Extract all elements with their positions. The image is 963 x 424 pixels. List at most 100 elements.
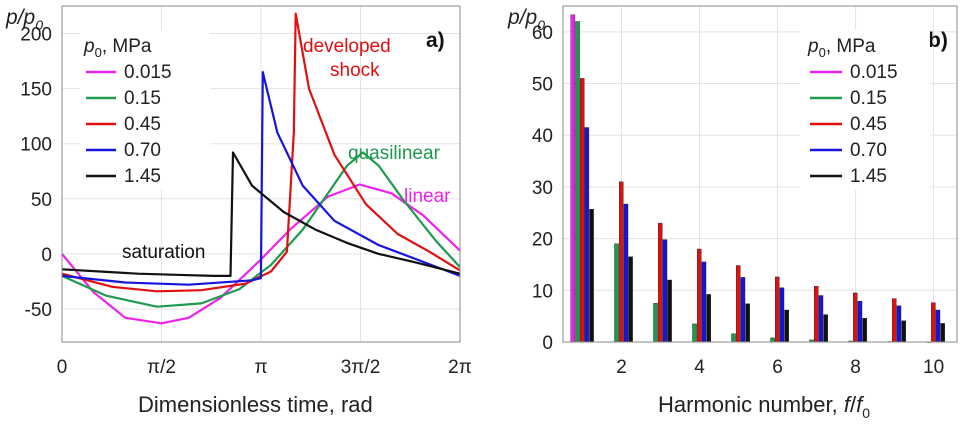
legend-label-0.70: 0.70 (850, 140, 887, 161)
legend-label-0.45: 0.45 (124, 114, 161, 135)
legend-label-0.45: 0.45 (850, 114, 887, 135)
panel-b-y-tick-label: 60 (532, 23, 553, 44)
panel-a-frame (61, 5, 461, 343)
bar-h5-p0.45 (736, 265, 741, 343)
panel-a-xlabel: Dimensionless time, rad (138, 392, 373, 417)
panel-a-y-tick-label: 50 (31, 190, 52, 211)
legend-label-0.015: 0.015 (850, 62, 898, 83)
panel-b-legend-items: 0.015 0.15 0.45 0.70 1.45 (810, 62, 898, 187)
panel-a-x-tick-label: π/2 (147, 357, 176, 378)
annotation-saturation: saturation (122, 242, 205, 263)
legend-label-0.15: 0.15 (850, 88, 887, 109)
bar-h8-p1.45 (862, 318, 867, 343)
bar-h3-p0.70 (662, 239, 668, 343)
bar-h6-p0.70 (779, 287, 785, 343)
annotation-shock: shock (330, 60, 380, 81)
panel-a-y-tick-label: 0 (41, 245, 52, 266)
annotation-quasilinear: quasilinear (348, 143, 441, 164)
series-line-0.15 (61, 151, 461, 308)
bar-h3-p1.45 (667, 279, 672, 343)
panel-b-y-tick-label: 0 (542, 333, 553, 354)
bar-h5-p1.45 (745, 303, 750, 343)
panel-b-y-tick-label: 10 (532, 281, 553, 302)
bar-h2-p0.70 (623, 203, 629, 343)
panel-b-x-tick-label: 2 (616, 357, 627, 378)
bar-h1-p0.70 (584, 127, 590, 343)
bar-h10-p0.70 (935, 309, 941, 343)
panel-b-frame (562, 5, 958, 343)
bar-h4-p0.15 (692, 323, 697, 343)
panel-b-bars (570, 14, 945, 343)
bar-h7-p0.45 (814, 286, 819, 343)
panel-a-x-tick-label: 3π/2 (341, 357, 381, 378)
panel-a-legend-title: p0, MPa (83, 36, 152, 60)
bar-h5-p0.70 (740, 277, 746, 343)
panel-a-x-ticks: 0 π/2 π 3π/2 2π (57, 357, 472, 378)
annotation-developed: developed (303, 36, 391, 57)
panel-b-x-tick-label: 8 (850, 357, 861, 378)
series-line-1.45 (61, 151, 461, 277)
bar-h4-p0.70 (701, 261, 707, 343)
bar-h3-p0.45 (658, 222, 663, 343)
annotation-linear: linear (404, 186, 451, 207)
panel-a-legend-bg (80, 30, 210, 190)
panel-a-label: a) (426, 29, 445, 52)
panel-b-legend-bg (800, 30, 930, 190)
bar-h1-p1.45 (589, 208, 594, 343)
panel-a-y-tick-label: -50 (25, 300, 52, 321)
panel-b-x-ticks: 2 4 6 8 10 (616, 357, 944, 378)
legend-label-1.45: 1.45 (124, 166, 161, 187)
panel-b-label: b) (928, 29, 948, 52)
bar-h4-p1.45 (706, 294, 711, 343)
bar-h6-p0.15 (770, 337, 775, 343)
bar-h5-p0.15 (731, 333, 736, 343)
legend-label-0.70: 0.70 (124, 140, 161, 161)
panel-a-y-tick-label: 200 (20, 25, 52, 46)
series-line-0.70 (61, 71, 461, 286)
bar-h10-p1.45 (940, 323, 945, 343)
panel-a-legend: p0, MPa 0.015 0.15 0.45 0.70 1.45 (80, 30, 210, 190)
panel-a-y-ticks: -50 0 50 100 150 200 (20, 25, 52, 321)
panel-a-x-tick-label: π (254, 357, 267, 378)
panel-b-y-tick-label: 40 (532, 126, 553, 147)
panel-a-x-tick-label: 2π (448, 357, 472, 378)
bar-h4-p0.45 (697, 248, 702, 343)
panel-a-series-lines (61, 12, 461, 325)
bar-h1-p0.45 (580, 78, 585, 343)
panel-b-x-tick-label: 4 (694, 357, 705, 378)
panel-b-x-tick-label: 6 (772, 357, 783, 378)
panel-b-y-tick-label: 20 (532, 230, 553, 251)
panel-b-x-tick-label: 10 (923, 357, 944, 378)
bar-h9-p0.70 (896, 305, 902, 343)
series-line-0.45 (61, 12, 461, 293)
bar-h10-p0.45 (931, 302, 936, 343)
bar-h8-p0.45 (853, 292, 858, 343)
bar-h2-p0.45 (619, 181, 624, 343)
bar-h9-p1.45 (901, 320, 906, 343)
panel-a-y-tick-label: 150 (20, 80, 52, 101)
bar-h1-p0.15 (575, 21, 580, 343)
legend-label-0.015: 0.015 (124, 62, 172, 83)
panel-b-y-tick-label: 30 (532, 178, 553, 199)
bar-h6-p0.45 (775, 276, 780, 343)
bar-h9-p0.45 (892, 298, 897, 343)
panel-b-legend: p0, MPa 0.015 0.15 0.45 0.70 1.45 (800, 30, 930, 190)
bar-h1-p0.015 (570, 14, 576, 343)
panel-a-y-tick-label: 100 (20, 135, 52, 156)
panel-b-y-tick-label: 50 (532, 75, 553, 96)
legend-label-0.15: 0.15 (124, 88, 161, 109)
bar-h2-p1.45 (628, 256, 633, 343)
bar-h6-p1.45 (784, 309, 789, 343)
bar-h2-p0.15 (614, 243, 619, 343)
bar-h8-p0.70 (857, 301, 863, 343)
panel-b-legend-title: p0, MPa (807, 36, 876, 60)
bar-h7-p0.70 (818, 295, 824, 343)
panel-a-x-tick-label: 0 (57, 357, 68, 378)
panel-b-y-ticks: 0 10 20 30 40 50 60 (532, 23, 553, 354)
panel-b-xlabel: Harmonic number, f/f0 (658, 392, 870, 421)
bar-h7-p1.45 (823, 314, 828, 343)
panel-a-legend-items: 0.015 0.15 0.45 0.70 1.45 (86, 62, 172, 187)
